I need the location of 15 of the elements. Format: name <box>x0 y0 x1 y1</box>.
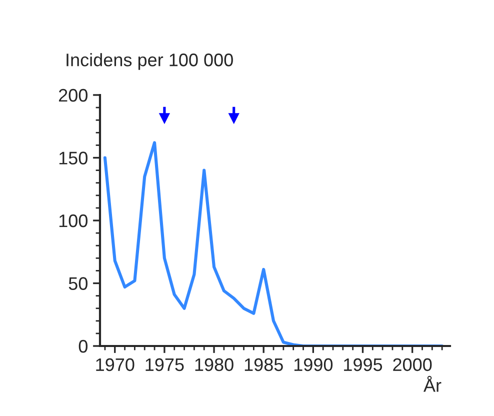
x-tick-label: 2000 <box>393 358 432 372</box>
x-axis-title: År <box>424 376 442 392</box>
x-tick-label: 1985 <box>244 358 283 372</box>
x-tick-label: 1970 <box>96 358 134 372</box>
y-tick-label: 200 <box>58 88 88 102</box>
y-tick-label: 150 <box>59 152 88 164</box>
y-axis-title: Incidens per 100 000 <box>66 53 233 70</box>
x-tick-label: 1980 <box>195 358 234 372</box>
y-tick-label: 50 <box>68 277 88 290</box>
x-tick-label: 1995 <box>344 358 382 372</box>
y-tick-label: 0 <box>78 340 88 353</box>
line-series <box>103 141 444 346</box>
x-tick-label: 1990 <box>294 358 333 372</box>
x-tick-label: 1975 <box>146 358 184 372</box>
y-tick-label: 100 <box>59 214 88 228</box>
